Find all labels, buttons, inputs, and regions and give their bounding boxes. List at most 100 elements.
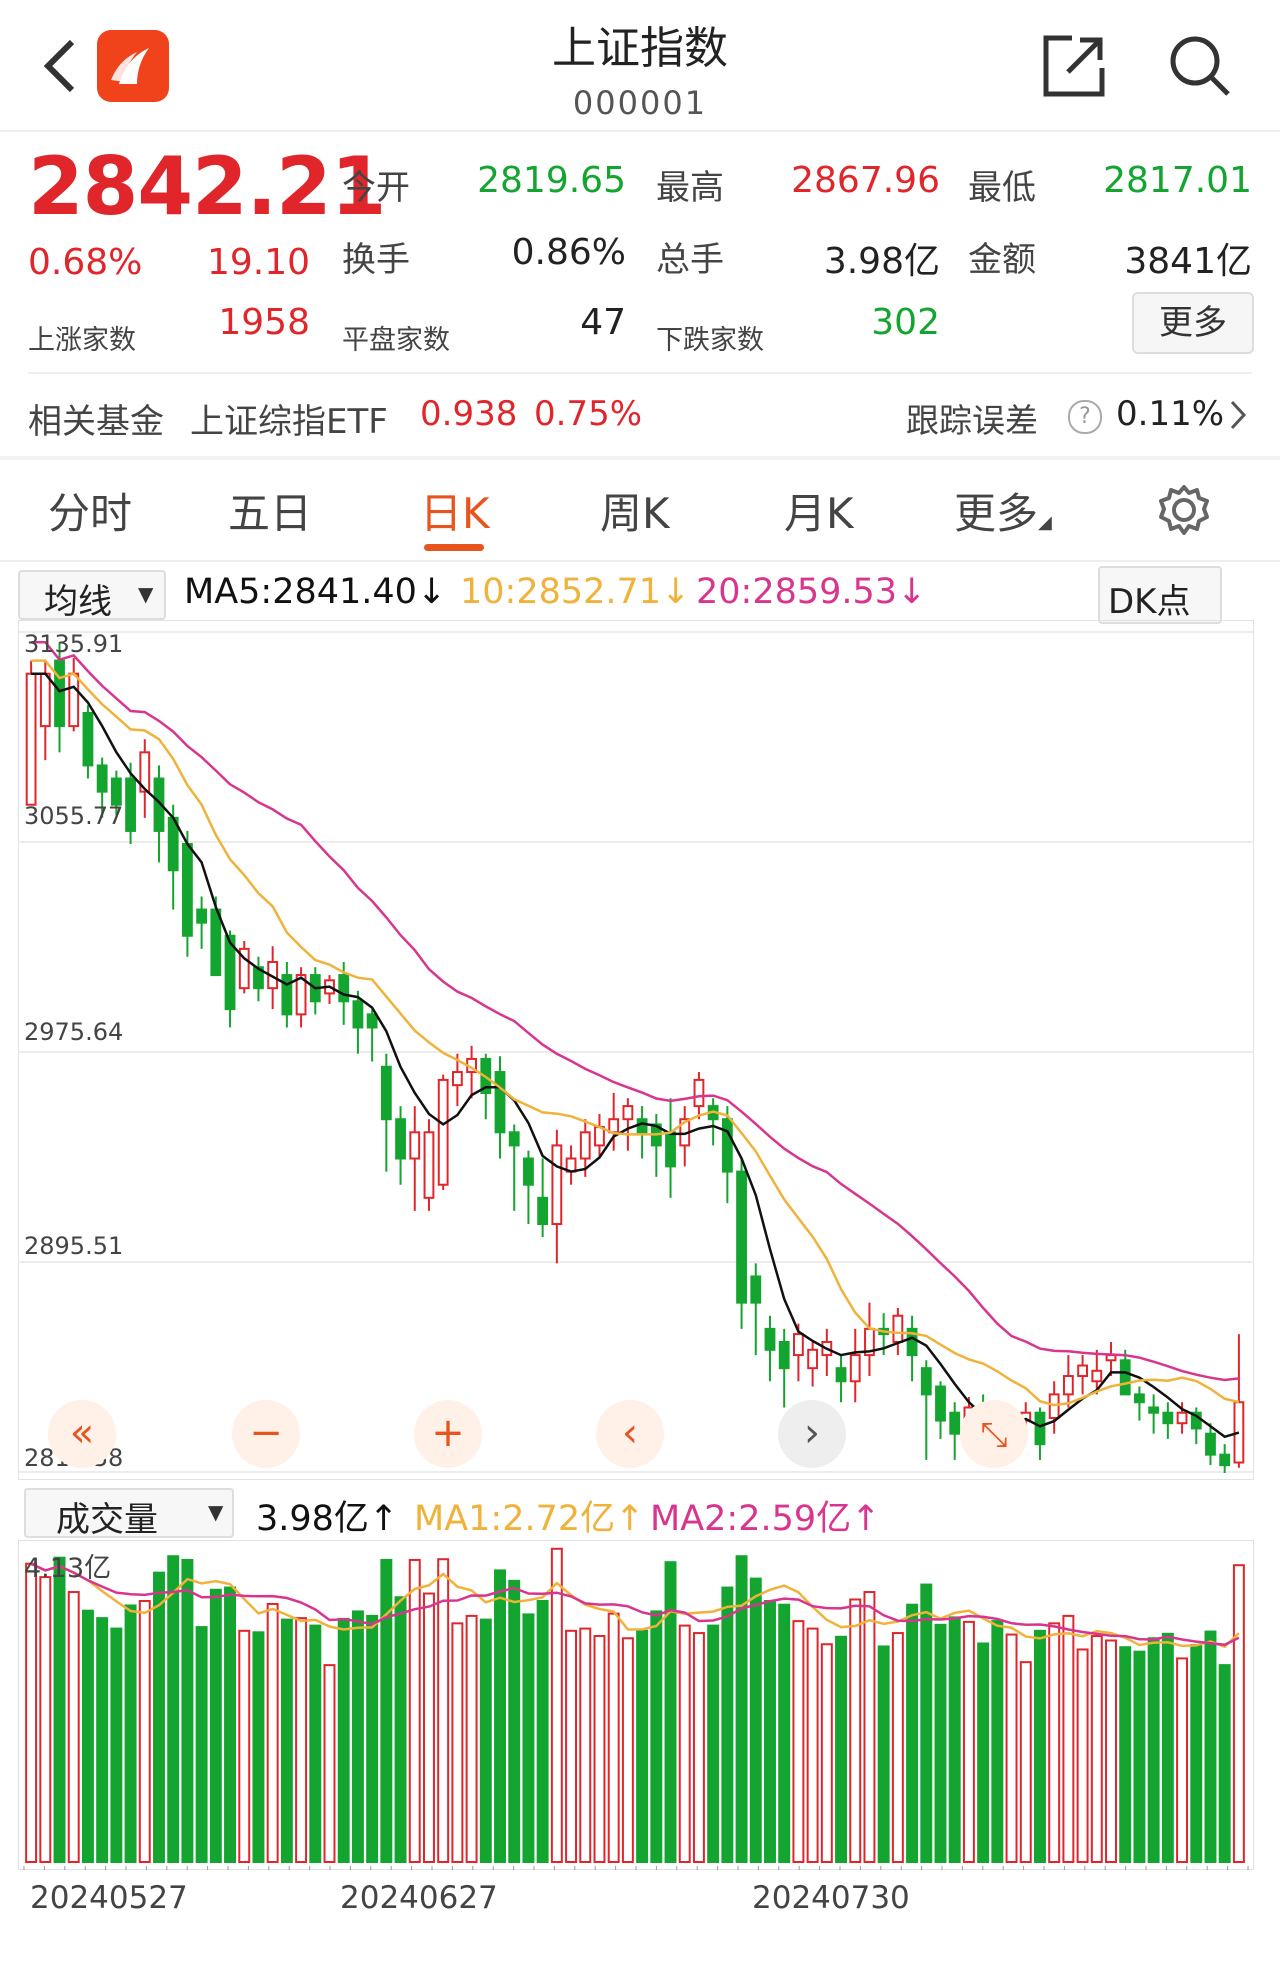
tab-weekly-k[interactable]: 周K <box>600 489 670 538</box>
zoom-in-button[interactable]: + <box>414 1400 482 1468</box>
search-button[interactable] <box>1168 34 1232 98</box>
x-tick-label: 20240527 <box>30 1880 188 1916</box>
volume-bar <box>380 1558 393 1864</box>
candle-body <box>139 751 151 793</box>
tab-monthly-k[interactable]: 月K <box>784 489 854 538</box>
ma5-line <box>31 672 1240 1439</box>
volume-bar <box>621 1637 634 1864</box>
tracking-error-label: 跟踪误差 <box>906 401 1038 440</box>
volume-bar <box>1119 1646 1132 1863</box>
volume-bar <box>636 1629 649 1864</box>
volume-bar <box>508 1579 521 1864</box>
quote-divider <box>28 372 1252 374</box>
volume-bar <box>1062 1614 1075 1864</box>
ma10-text: 10:2852.71 <box>460 572 662 612</box>
volume-indicator-select[interactable]: 成交量 ▼ <box>24 1488 234 1540</box>
up-count: 1958 <box>218 302 310 343</box>
candle-body <box>196 908 208 924</box>
arrow-down-icon: ↓ <box>897 572 927 612</box>
page-title: 上证指数 <box>552 23 728 74</box>
volume-bar <box>920 1583 933 1864</box>
down-count: 302 <box>871 302 940 343</box>
tab-five-day[interactable]: 五日 <box>228 489 313 538</box>
vol-ma2-value: MA2:2.59亿↑ <box>650 1490 880 1541</box>
stock-code: 000001 <box>572 84 708 122</box>
candle-body <box>352 1000 364 1029</box>
volume-bar <box>1076 1648 1089 1863</box>
scroll-right-button[interactable]: › <box>778 1400 846 1468</box>
more-quote-button[interactable]: 更多 <box>1132 292 1254 354</box>
candle-body <box>793 1333 804 1357</box>
volume-bar <box>1190 1643 1203 1863</box>
tab-daily-k[interactable]: 日K <box>420 489 490 538</box>
candle-body <box>764 1327 776 1351</box>
candle-body <box>835 1367 847 1383</box>
candle-body <box>54 659 65 728</box>
volume-bar <box>849 1598 862 1864</box>
plus-icon: + <box>431 1410 465 1456</box>
volume-label: 总手 <box>656 240 724 280</box>
volume-bar <box>991 1620 1004 1864</box>
settings-icon[interactable] <box>1158 484 1210 536</box>
expand-icon: ⤡ <box>980 1415 1008 1455</box>
app-logo <box>97 30 169 102</box>
candle-body <box>1219 1453 1231 1467</box>
volume-bar <box>138 1599 151 1863</box>
volume-bar <box>479 1618 492 1863</box>
turnover-label: 换手 <box>342 240 410 280</box>
volume-bar <box>209 1588 222 1864</box>
dropdown-icon: ▼ <box>138 582 154 606</box>
y-tick-label: 3055.77 <box>24 802 124 830</box>
candle-body <box>721 1118 733 1173</box>
active-tab-indicator <box>424 544 484 551</box>
volume-bar <box>437 1558 450 1864</box>
candle-body <box>1148 1406 1160 1414</box>
change-percent: 0.68% <box>28 242 143 283</box>
candle-body <box>1176 1411 1188 1425</box>
candle-body <box>39 672 51 728</box>
kline-chart[interactable] <box>18 620 1254 1480</box>
candle-body <box>594 1126 605 1147</box>
flat-count: 47 <box>580 302 626 343</box>
scroll-left-button[interactable]: ‹ <box>596 1400 664 1468</box>
indicator-select[interactable]: 均线 ▼ <box>18 570 166 622</box>
tab-more[interactable]: 更多◢ <box>954 480 1052 541</box>
candle-body <box>1233 1401 1245 1464</box>
volume-bar <box>820 1643 833 1863</box>
candle-body <box>750 1275 762 1304</box>
fast-backward-button[interactable]: « <box>48 1400 116 1468</box>
candle-body <box>1062 1375 1074 1396</box>
triangle-down-icon: ◢ <box>1038 512 1052 533</box>
help-icon[interactable]: ? <box>1068 400 1102 434</box>
tab-intraday[interactable]: 分时 <box>48 489 133 538</box>
volume-chart[interactable] <box>18 1540 1254 1870</box>
zoom-out-button[interactable]: − <box>232 1400 300 1468</box>
volume-bar <box>1204 1630 1217 1863</box>
volume-bar <box>721 1586 734 1863</box>
candle-body <box>1162 1411 1174 1425</box>
candle-body <box>295 974 307 1016</box>
x-tick-label: 20240627 <box>340 1880 498 1916</box>
related-fund-label: 相关基金 <box>28 402 164 442</box>
candle-body <box>807 1348 819 1370</box>
volume-bar <box>1161 1632 1174 1863</box>
candle-body <box>125 777 136 832</box>
volume-bar <box>536 1599 549 1863</box>
share-button[interactable] <box>1042 34 1106 98</box>
volume-bar <box>565 1629 578 1864</box>
candle-body <box>537 1196 549 1226</box>
indicator-select-label: 均线 <box>44 582 112 622</box>
volume-bar <box>1105 1639 1117 1864</box>
volume-bar <box>934 1623 947 1863</box>
volume-bar <box>522 1613 535 1863</box>
candle-body <box>110 777 122 806</box>
logo-icon <box>111 48 149 84</box>
back-button[interactable] <box>40 36 80 96</box>
volume-bar <box>764 1599 776 1863</box>
ma5-text: MA5:2841.40 <box>184 572 417 612</box>
fullscreen-button[interactable]: ⤡ <box>960 1400 1028 1468</box>
dk-point-button[interactable]: DK点 <box>1098 566 1222 624</box>
chevron-right-icon[interactable] <box>1228 398 1248 432</box>
volume-bar <box>877 1645 890 1863</box>
fund-name[interactable]: 上证综指ETF <box>190 402 388 442</box>
